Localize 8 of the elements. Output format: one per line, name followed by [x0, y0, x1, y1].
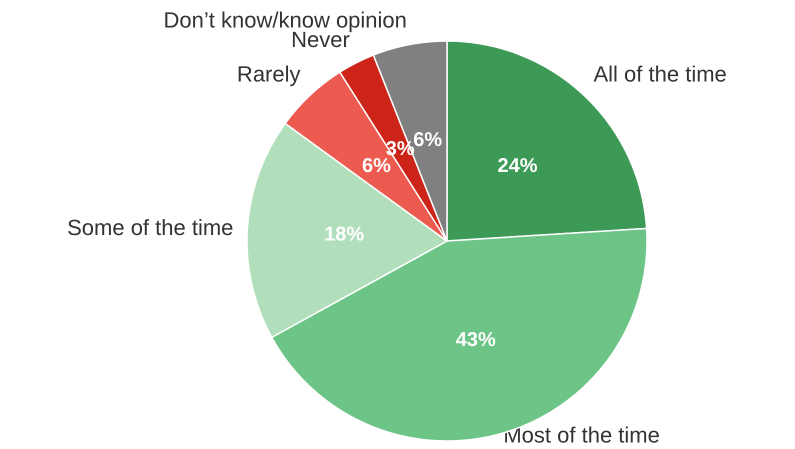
data-label: 6% [413, 128, 442, 151]
data-label: 6% [362, 154, 392, 177]
slice-label: Some of the time [67, 215, 234, 240]
data-label: 18% [324, 224, 364, 246]
slice-label: All of the time [593, 62, 727, 86]
data-label: 43% [456, 328, 496, 351]
data-label: 24% [497, 154, 538, 177]
slice-label: Rarely [236, 62, 301, 86]
